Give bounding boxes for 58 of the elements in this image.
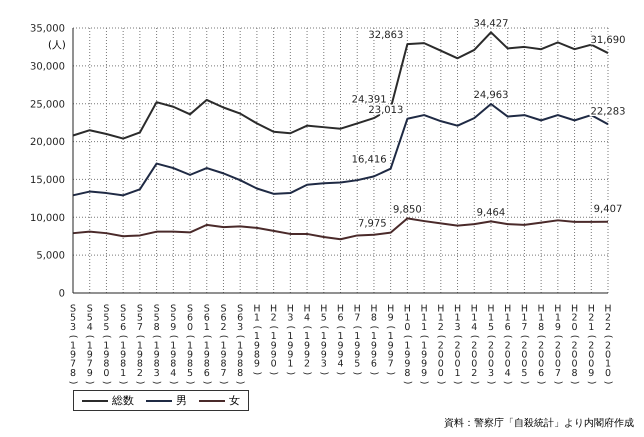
category-label: S63(1988) — [234, 304, 246, 384]
legend-label: 女 — [228, 393, 240, 408]
category-label: S57(1982) — [134, 304, 146, 384]
category-label: H12(2000) — [435, 304, 446, 384]
y-tick-label: 15,000 — [30, 174, 65, 186]
data-label: 32,863 — [368, 30, 404, 42]
category-label: H17(2005) — [518, 304, 530, 384]
data-label: 7,975 — [358, 218, 387, 230]
x-tick-label: H1(1989) — [251, 304, 262, 376]
x-tick-label: H7(1995) — [352, 304, 363, 376]
category-label: H11(1999) — [418, 304, 430, 384]
y-tick-label: 35,000 — [30, 24, 65, 35]
category-label: H15(2003) — [485, 304, 496, 384]
x-tick-label: H6(1994) — [335, 304, 346, 376]
x-tick-label: H9(1997) — [385, 304, 396, 376]
y-axis-title: (人) — [48, 39, 66, 52]
x-tick-label: H3(1991) — [284, 304, 296, 376]
category-label: S60(1985) — [184, 304, 196, 384]
x-tick-label: H5(1993) — [318, 304, 330, 376]
data-label: 34,427 — [473, 18, 508, 30]
category-label: H10(1998) — [402, 304, 413, 384]
text: 資料：警察庁「自殺統計」より内閣府作成 — [444, 416, 634, 430]
category-label: S53(1978) — [68, 304, 78, 384]
category-label: S62(1987) — [218, 304, 229, 384]
data-label: 24,391 — [352, 94, 387, 106]
category-label: H20(2008) — [569, 304, 580, 384]
data-label: 24,963 — [473, 90, 508, 101]
category-label: H22(2010) — [602, 304, 614, 384]
x-tick-label: H4(1992) — [302, 304, 313, 376]
data-label: 16,416 — [352, 154, 387, 166]
y-tick-label: 0 — [58, 288, 65, 300]
category-label: H14(2002) — [468, 304, 480, 384]
category-label: H18(2006) — [536, 304, 547, 384]
data-label: 9,407 — [594, 204, 622, 215]
data-label: 31,690 — [590, 35, 626, 46]
category-label: H13(2001) — [452, 304, 464, 384]
x-tick-label: H8(1996) — [368, 304, 380, 376]
y-tick-label: 25,000 — [30, 99, 65, 110]
category-label: S61(1986) — [201, 304, 212, 384]
legend-label: 総数 — [111, 393, 134, 408]
legend-label: 男 — [175, 393, 187, 408]
data-label: 22,283 — [590, 106, 626, 118]
line-series — [72, 217, 609, 240]
category-label: S55(1980) — [100, 304, 112, 384]
category-label: H19(2007) — [552, 304, 564, 384]
y-tick-label: 30,000 — [30, 61, 65, 72]
category-label: S59(1984) — [168, 304, 179, 384]
x-tick-label: H2(1990) — [268, 304, 280, 376]
data-label: 9,464 — [476, 207, 506, 218]
category-label: H16(2004) — [502, 304, 514, 384]
y-tick-label: 10,000 — [30, 212, 65, 224]
data-label: 9,850 — [393, 204, 422, 216]
category-label: H21(2009) — [586, 304, 597, 384]
y-tick-label: 5,000 — [36, 250, 65, 262]
category-label: S58(1983) — [151, 304, 162, 384]
category-label: S56(1981) — [118, 304, 129, 384]
y-tick-label: 20,000 — [30, 137, 65, 148]
category-label: S54(1979) — [84, 304, 96, 384]
